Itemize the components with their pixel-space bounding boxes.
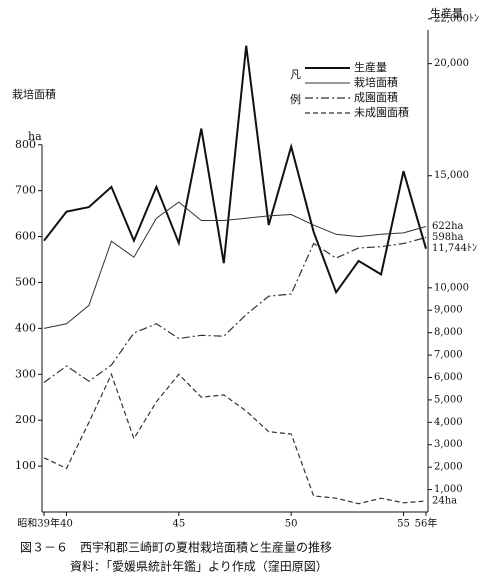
value-label: 24ha: [432, 495, 457, 506]
value-label: 11,744ﾄﾝ: [432, 243, 477, 254]
series-line: [43, 201, 427, 329]
y2-tick-label: 20,000: [434, 58, 469, 69]
y2-title: 生産量: [430, 6, 463, 20]
series-line: [43, 372, 427, 505]
x-tick-label: 56年: [415, 517, 438, 530]
y2-tick-label: 9,000: [434, 305, 463, 316]
legend-label: 栽培面積: [354, 75, 398, 89]
legend-label: 生産量: [354, 60, 387, 74]
caption: 図３－６ 西宇和郡三崎町の夏柑栽培面積と生産量の推移: [20, 540, 332, 555]
legend-title: 凡例: [290, 68, 301, 106]
y-tick-label: 700: [15, 184, 36, 197]
y-tick-label: 500: [15, 275, 36, 288]
y2-tick-label: 7,000: [434, 350, 463, 361]
y2-tick-label: 4,000: [434, 417, 463, 428]
legend-title-char: 凡: [290, 68, 301, 81]
x-tick-label: 50: [285, 519, 298, 530]
y2-tick-label: 5,000: [434, 394, 463, 405]
y-tick-label: 200: [15, 413, 36, 426]
y-tick-label: 300: [15, 367, 36, 380]
y-tick-label: 400: [15, 321, 36, 334]
legend-title-char: 例: [290, 92, 301, 106]
value-label: 598ha: [432, 232, 464, 243]
y-unit: ha: [28, 130, 42, 143]
source: 資料：「愛媛県統計年鑑」より作成（窪田原図）: [70, 559, 328, 574]
x-tick-label: 40: [60, 519, 73, 530]
x-tick-label: 45: [172, 519, 185, 530]
y2-tick-label: 6,000: [434, 372, 463, 383]
y2-tick-label: 15,000: [434, 170, 469, 181]
y2-tick-label: 10,000: [434, 282, 469, 293]
series-line: [43, 45, 427, 295]
y-tick-label: 600: [15, 230, 36, 243]
legend-label: 未成園面積: [354, 105, 409, 119]
legend-label: 成園面積: [354, 90, 398, 104]
x-tick-label: 昭和39年: [17, 517, 60, 530]
y-tick-label: 100: [15, 459, 36, 472]
value-label: 622ha: [432, 221, 464, 232]
y2-tick-label: 1,000: [434, 484, 463, 495]
series-line: [43, 236, 427, 383]
x-tick-label: 55: [397, 519, 410, 530]
y2-tick-label: 22,000ﾄﾝ: [434, 13, 479, 24]
y-tick-label: 800: [15, 138, 36, 151]
y2-tick-label: 2,000: [434, 462, 463, 473]
y2-tick-label: 3,000: [434, 439, 463, 450]
y-title: 栽培面積: [12, 87, 56, 101]
y2-tick-label: 8,000: [434, 327, 463, 338]
